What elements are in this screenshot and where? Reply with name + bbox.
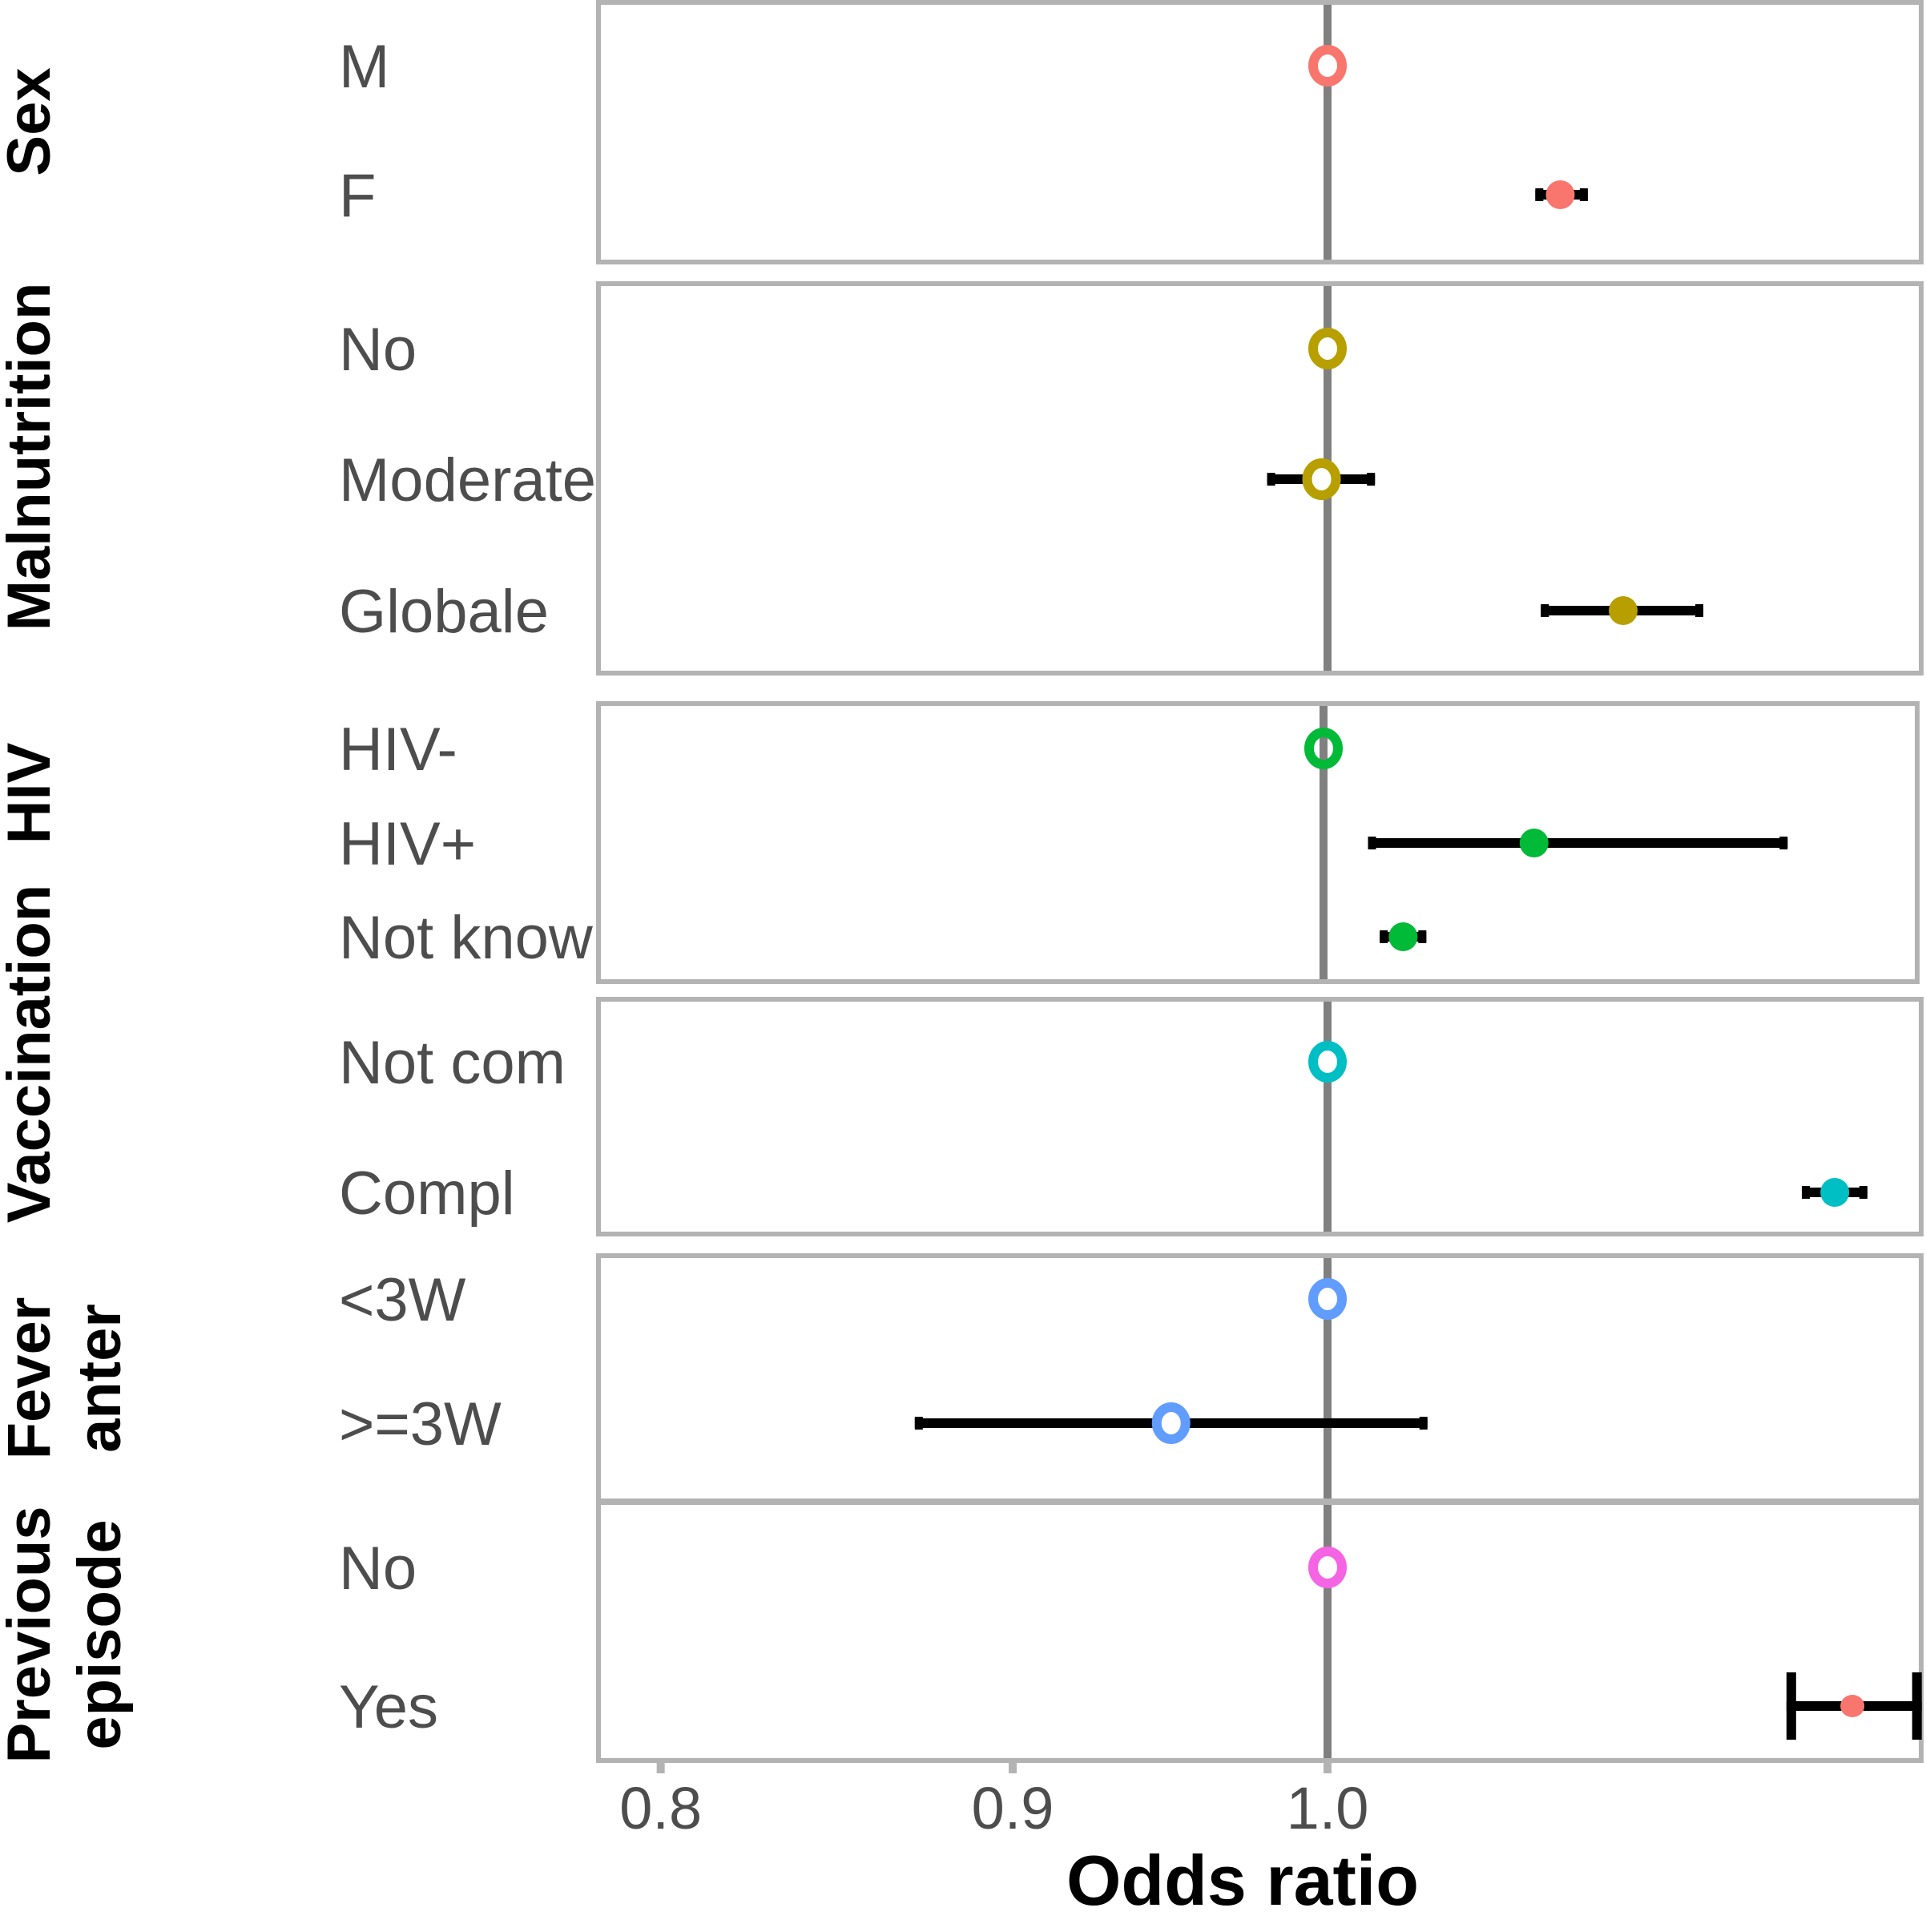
- row--3w: >=3W: [339, 1390, 1428, 1458]
- strip-label-line: Fever: [0, 1297, 63, 1460]
- row--3w: <3W: [339, 1266, 1347, 1334]
- row-label: HIV+: [339, 810, 476, 878]
- point-estimate: [1820, 1178, 1850, 1207]
- error-bar-cap-high: [1419, 1417, 1428, 1430]
- point-estimate-reference: [1308, 45, 1347, 87]
- strip-label: Vaccination: [0, 885, 63, 1223]
- point-estimate: [1388, 922, 1418, 951]
- error-bar-cap-low: [1368, 837, 1376, 849]
- strip-label: Malnutrition: [0, 283, 63, 631]
- row-globale: Globale: [339, 578, 1704, 646]
- strip-label-line: anter: [66, 1304, 134, 1453]
- panel-fever-anter: Fever anter <3W >=3W: [0, 1253, 1924, 1503]
- row-yes: Yes: [339, 1672, 1922, 1741]
- row-not-know: Not know: [339, 904, 1427, 972]
- panel-border: [596, 1253, 1924, 1503]
- error-bar-cap-high: [1579, 188, 1588, 201]
- point-estimate-reference: [1302, 458, 1341, 500]
- error-bar-cap-high: [1779, 837, 1788, 849]
- row-no: No: [339, 316, 1347, 384]
- strip-label: Fever anter: [0, 1297, 134, 1460]
- strip-label: Previous episode: [0, 1506, 134, 1763]
- strip-label-line: episode: [66, 1519, 134, 1749]
- point-estimate: [1519, 829, 1549, 857]
- error-bar-cap-low: [1801, 1186, 1810, 1199]
- row-label: F: [339, 162, 376, 230]
- panel-hiv: HIV HIV- HIV+ Not know: [0, 701, 1920, 984]
- strip-label-line: Sex: [0, 67, 63, 175]
- panel-border: [596, 281, 1924, 676]
- panel-border: [596, 0, 1924, 264]
- point-estimate: [1545, 180, 1575, 209]
- strip-label-line: Malnutrition: [0, 283, 63, 631]
- row-label: HIV-: [339, 716, 457, 784]
- row-m: M: [339, 33, 1347, 101]
- strip-label: HIV: [0, 742, 63, 844]
- error-bar-cap-low: [914, 1417, 923, 1430]
- point-estimate: [1840, 1695, 1865, 1717]
- point-estimate-reference: [1308, 1041, 1347, 1083]
- x-tick-label: 1.0: [1287, 1775, 1369, 1841]
- point-estimate-reference: [1308, 1278, 1347, 1320]
- point-estimate-reference: [1308, 328, 1347, 369]
- row-label: Not know: [339, 904, 594, 972]
- row-label: Compl: [339, 1160, 515, 1228]
- x-axis: 0.8 0.9 1.0: [598, 1758, 1921, 1841]
- row-label: >=3W: [339, 1390, 502, 1458]
- panel-vaccination: Vaccination Not com Compl: [0, 885, 1924, 1236]
- row-label: M: [339, 33, 389, 101]
- error-bar-cap-low: [1267, 473, 1275, 486]
- row-label: No: [339, 1535, 417, 1603]
- point-estimate-reference: [1151, 1402, 1191, 1444]
- error-bar-cap-low: [1541, 604, 1549, 617]
- row-label: Moderate: [339, 446, 596, 514]
- row-label: Yes: [339, 1673, 438, 1741]
- panel-border: [596, 1500, 1924, 1763]
- row-moderate: Moderate: [339, 446, 1376, 514]
- point-estimate: [1609, 596, 1638, 625]
- panel-malnutrition: Malnutrition No Moderate Globale: [0, 281, 1924, 676]
- strip-label-line: HIV: [0, 742, 63, 844]
- row-label: Globale: [339, 578, 549, 646]
- row-no: No: [339, 1535, 1347, 1603]
- point-estimate-reference: [1308, 1547, 1347, 1588]
- row-compl: Compl: [339, 1160, 1868, 1228]
- point-estimate-reference: [1304, 728, 1343, 769]
- x-tick-label: 0.9: [972, 1775, 1054, 1841]
- strip-label-line: Vaccination: [0, 885, 63, 1223]
- row-not-com: Not com: [339, 1029, 1347, 1097]
- panel-sex: Sex MF: [0, 0, 1924, 264]
- row-hiv-: HIV+: [339, 810, 1788, 878]
- error-bar-cap-high: [1418, 930, 1427, 943]
- panel-border: [596, 997, 1924, 1236]
- panel-previous-episode: Previous episode No Yes: [0, 1500, 1924, 1764]
- x-ticks: 0.8 0.9 1.0: [619, 1761, 1368, 1841]
- x-tick-label: 0.8: [619, 1775, 702, 1841]
- row-label: No: [339, 316, 417, 384]
- row-label: <3W: [339, 1266, 466, 1334]
- error-bar-cap-high: [1912, 1672, 1922, 1740]
- error-bar-cap-high: [1695, 604, 1704, 617]
- strip-label: Sex: [0, 67, 63, 175]
- error-bar-cap-high: [1367, 473, 1376, 486]
- x-axis-title: Odds ratio: [1066, 1841, 1419, 1920]
- error-bar-cap-low: [1786, 1672, 1796, 1740]
- row-f: F: [339, 162, 1588, 230]
- row-hiv-: HIV-: [339, 716, 1343, 784]
- strip-label-line: Previous: [0, 1506, 63, 1763]
- error-bar-cap-low: [1535, 188, 1544, 201]
- error-bar-cap-high: [1859, 1186, 1868, 1199]
- error-bar-cap-low: [1380, 930, 1388, 943]
- row-label: Not com: [339, 1029, 566, 1097]
